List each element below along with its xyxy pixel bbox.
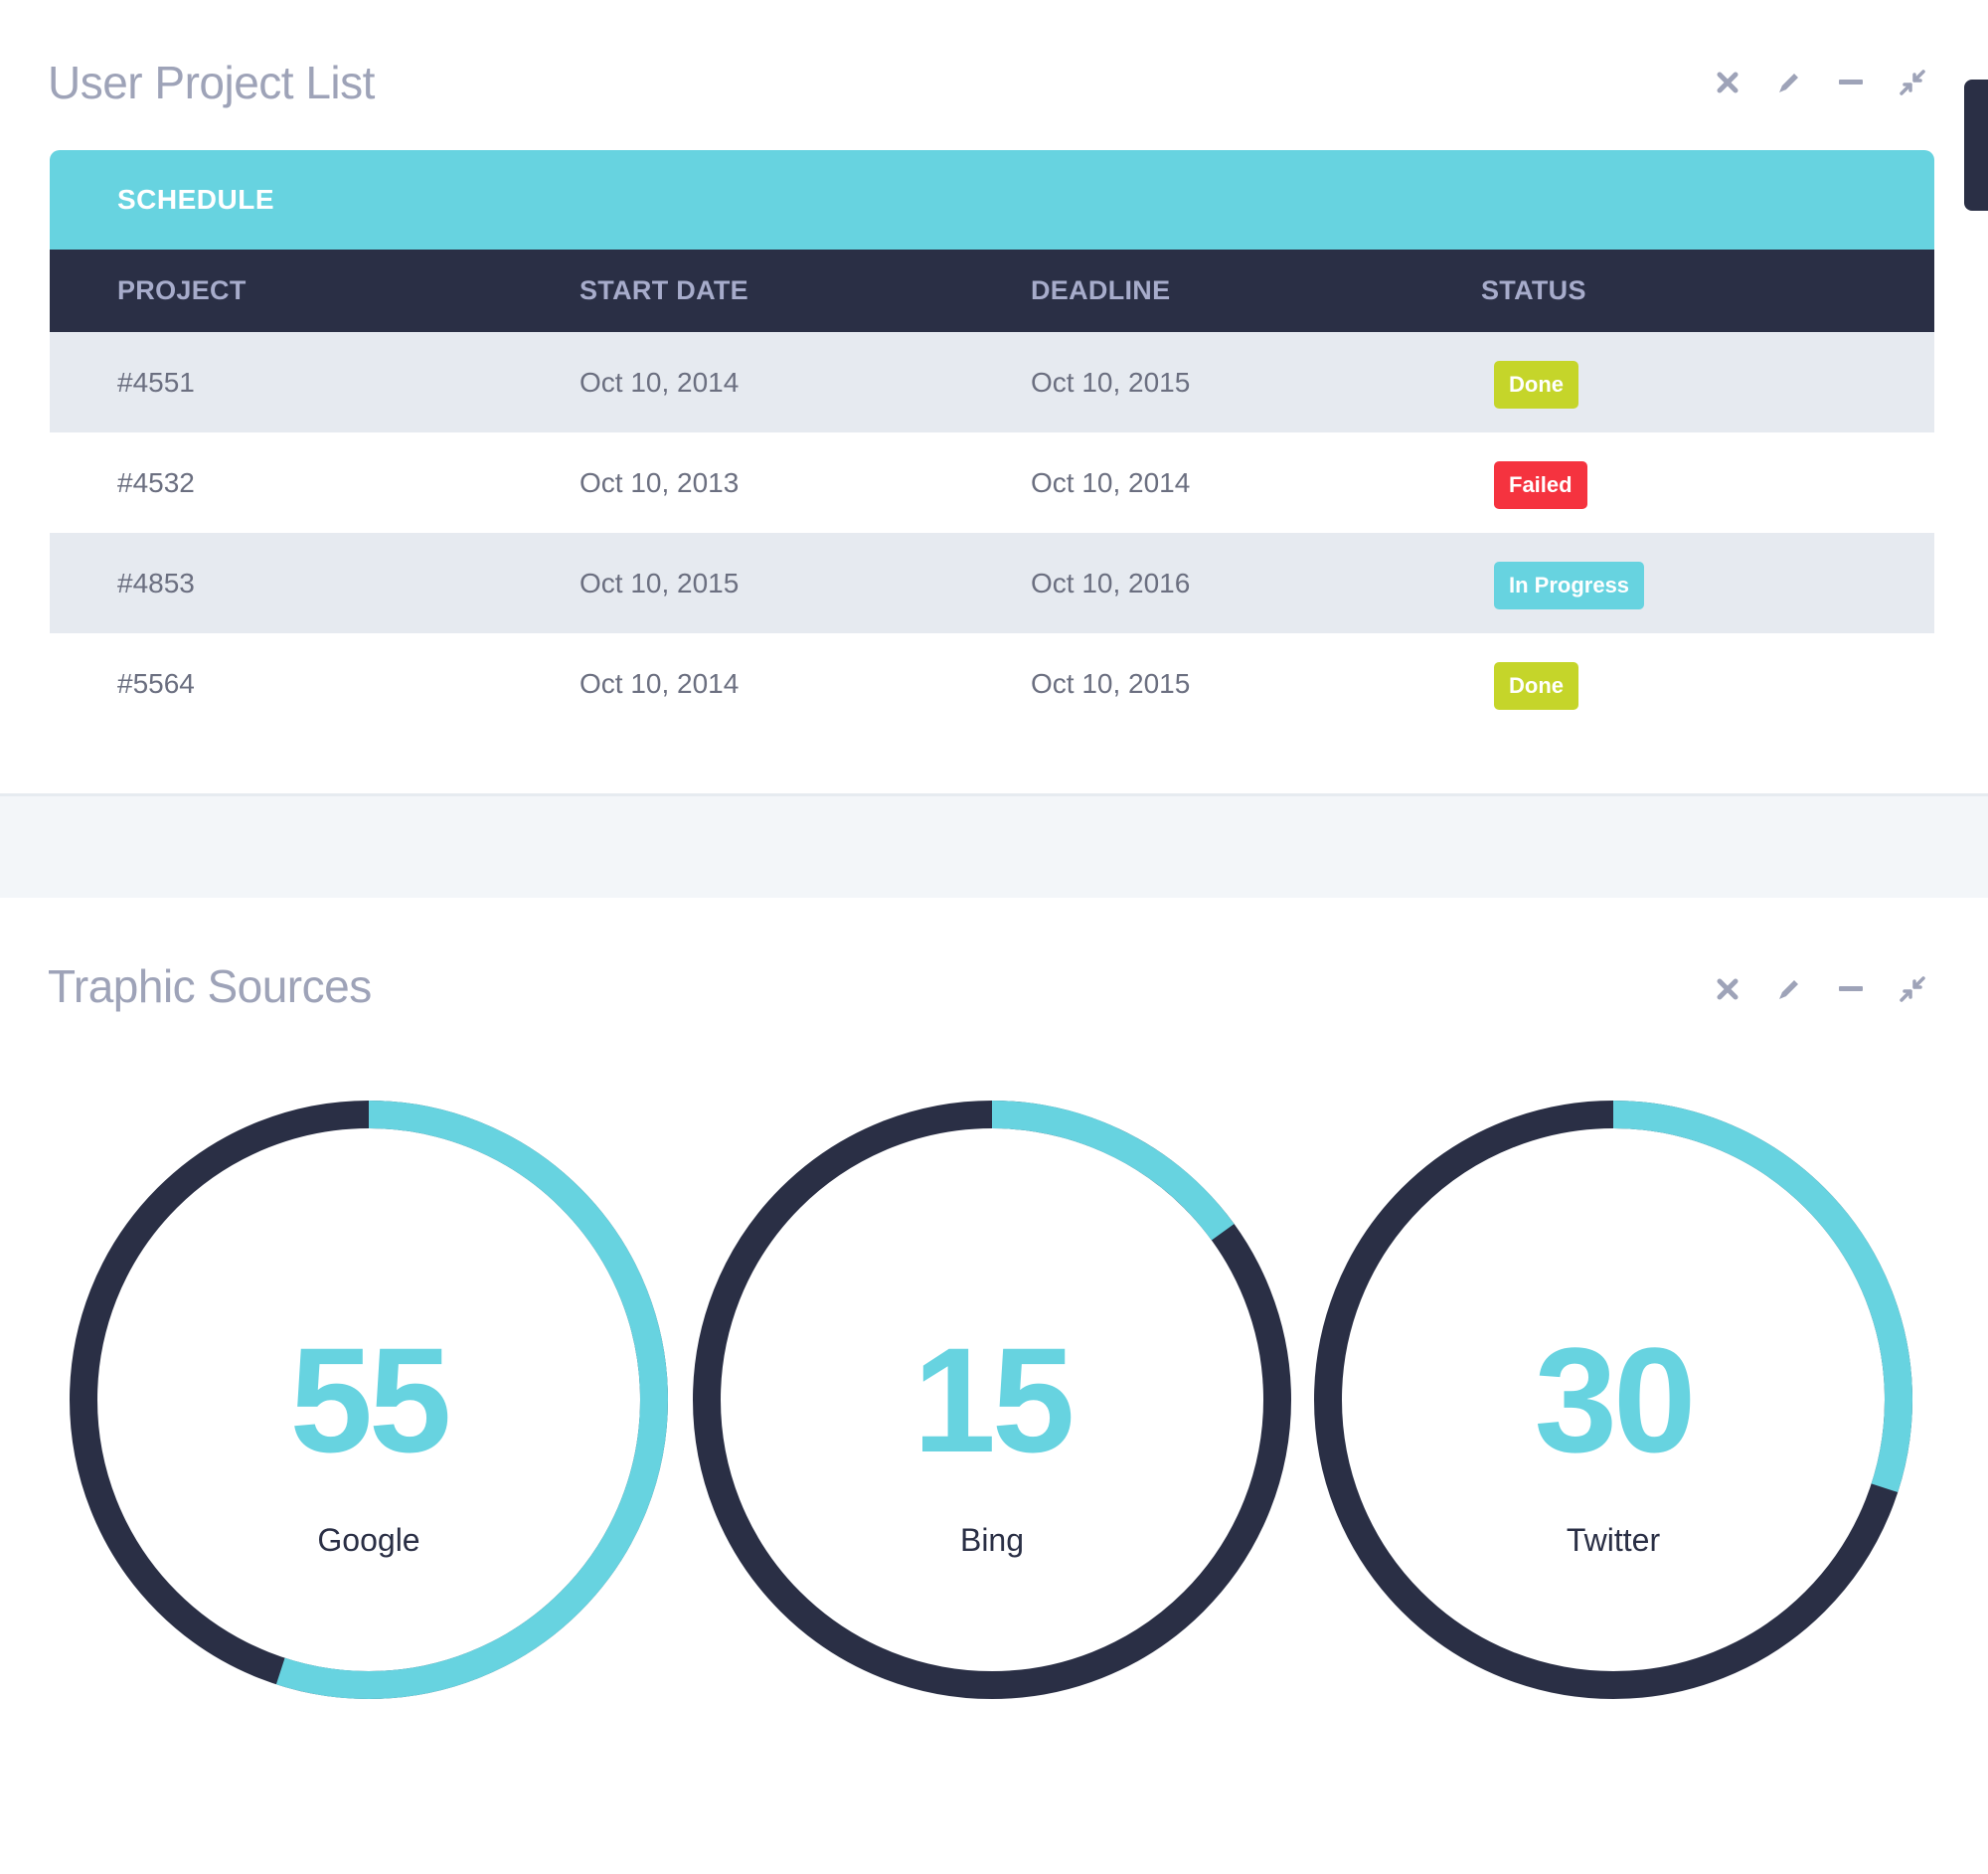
deadline: Oct 10, 2016: [1031, 533, 1481, 633]
close-icon[interactable]: [1712, 973, 1743, 1005]
gauge-bing: 15: [689, 1097, 1295, 1703]
panel-separator: [0, 793, 1988, 898]
gauge-ring: [693, 1101, 1291, 1699]
pencil-icon[interactable]: [1773, 67, 1805, 98]
collapse-icon[interactable]: [1897, 67, 1928, 98]
side-panel-tab[interactable]: [1964, 80, 1988, 211]
gauge-arc: [693, 1101, 1291, 1699]
gauge-google: 55: [66, 1097, 672, 1703]
table-row[interactable]: #4532 Oct 10, 2013 Oct 10, 2014 Failed: [50, 432, 1934, 533]
panel-toolbar: [1712, 973, 1928, 1005]
start-date: Oct 10, 2014: [580, 332, 1031, 432]
column-header-start-date[interactable]: START DATE: [580, 250, 1031, 332]
project-id: #4551: [50, 332, 580, 432]
traffic-sources-panel: Traphic Sources 55 Google: [0, 898, 1988, 1874]
column-header-deadline[interactable]: DEADLINE: [1031, 250, 1481, 332]
gauge-twitter: 30: [1310, 1097, 1916, 1703]
project-id: #5564: [50, 633, 580, 734]
status-badge: Done: [1494, 360, 1578, 409]
status-badge: Failed: [1494, 460, 1587, 509]
deadline: Oct 10, 2015: [1031, 633, 1481, 734]
user-project-list-panel: User Project List SCHEDULE PROJECT START…: [0, 0, 1988, 793]
deadline: Oct 10, 2014: [1031, 432, 1481, 533]
table-header-row: PROJECT START DATE DEADLINE STATUS: [50, 250, 1934, 332]
schedule-card: SCHEDULE PROJECT START DATE DEADLINE STA…: [50, 150, 1934, 734]
gauge-arc: [1314, 1101, 1912, 1699]
gauge-label-google: Google: [317, 1522, 420, 1558]
project-id: #4532: [50, 432, 580, 533]
column-header-project[interactable]: PROJECT: [50, 250, 580, 332]
start-date: Oct 10, 2014: [580, 633, 1031, 734]
table-row[interactable]: #5564 Oct 10, 2014 Oct 10, 2015 Done: [50, 633, 1934, 734]
deadline: Oct 10, 2015: [1031, 332, 1481, 432]
gauge-label-bing: Bing: [959, 1522, 1025, 1558]
gauge-value: 30: [1534, 1315, 1697, 1483]
panel-title: User Project List: [48, 57, 375, 108]
panel-title: Traphic Sources: [48, 960, 372, 1012]
gauge-arc: [70, 1101, 668, 1699]
gauge-value: 15: [912, 1315, 1076, 1483]
schedule-header: SCHEDULE: [50, 150, 1934, 250]
status-badge: In Progress: [1494, 561, 1645, 609]
collapse-icon[interactable]: [1897, 973, 1928, 1005]
project-table: PROJECT START DATE DEADLINE STATUS #4551…: [50, 250, 1934, 734]
gauge-ring: [1314, 1101, 1912, 1699]
close-icon[interactable]: [1712, 67, 1743, 98]
minimize-icon[interactable]: [1835, 67, 1867, 98]
gauge-ring: [70, 1101, 668, 1699]
table-row[interactable]: #4853 Oct 10, 2015 Oct 10, 2016 In Progr…: [50, 533, 1934, 633]
start-date: Oct 10, 2015: [580, 533, 1031, 633]
pencil-icon[interactable]: [1773, 973, 1805, 1005]
minimize-icon[interactable]: [1835, 973, 1867, 1005]
status-badge: Done: [1494, 661, 1578, 710]
table-row[interactable]: #4551 Oct 10, 2014 Oct 10, 2015 Done: [50, 332, 1934, 432]
gauge-value: 55: [289, 1315, 452, 1483]
column-header-status[interactable]: STATUS: [1481, 250, 1934, 332]
start-date: Oct 10, 2013: [580, 432, 1031, 533]
traffic-gauges: 55 Google 15 Bing 30 Twitter: [0, 898, 1988, 1874]
project-id: #4853: [50, 533, 580, 633]
gauge-label-twitter: Twitter: [1566, 1522, 1661, 1558]
panel-toolbar: [1712, 67, 1928, 98]
